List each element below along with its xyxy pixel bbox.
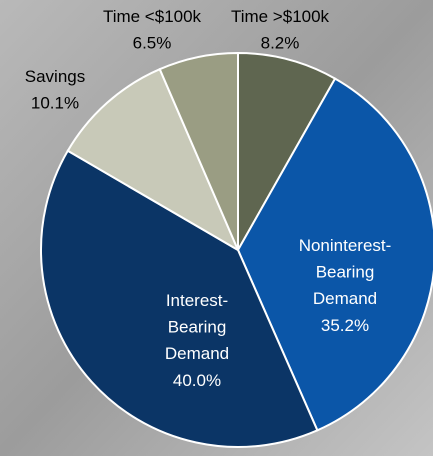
slice [158,51,239,251]
value-label: 8.2% [261,33,300,52]
slice-label: Time >$100k [231,7,330,26]
value-label: 6.5% [133,33,172,52]
value-label: 35.2% [321,316,369,335]
slice [39,149,319,448]
slice [237,51,337,254]
slice-label: Interest-Bearing Demand [165,291,229,363]
value-label: 40.0% [173,371,221,390]
value-label: 10.1% [31,93,79,112]
slice [66,67,241,253]
pie [39,51,433,448]
slice-label: Savings [25,67,85,86]
slice-label: Noninterest-Bearing Demand [299,236,392,308]
labels: Time >$100k 8.2% Noninterest-Bearing Demand… [25,7,392,390]
slice [236,77,433,432]
slice-label: Time <$100k [103,7,202,26]
